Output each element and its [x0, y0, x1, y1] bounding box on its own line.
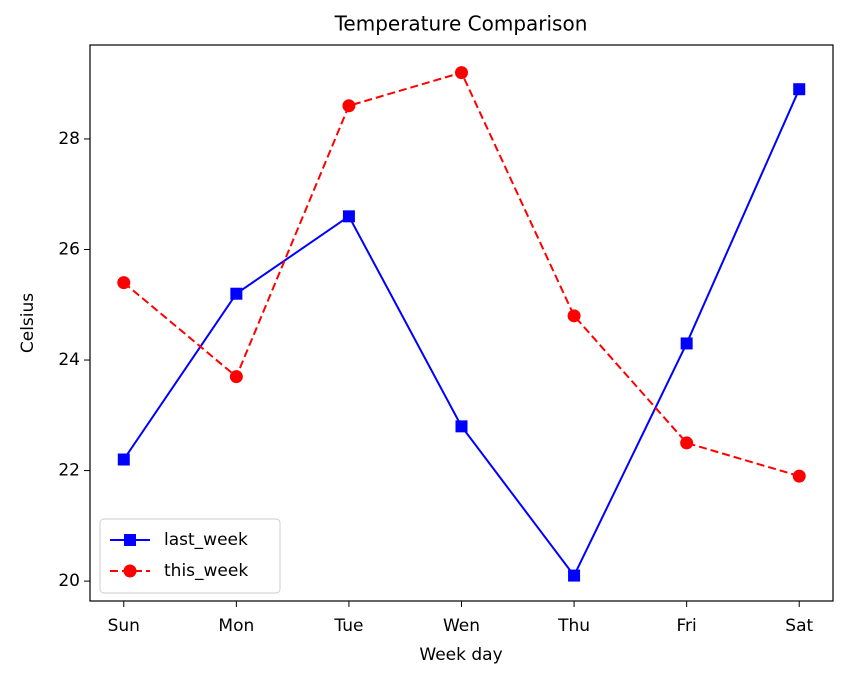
legend: last_week this_week: [99, 518, 281, 594]
x-tick-label: Thu: [557, 616, 590, 636]
legend-label: last_week: [164, 530, 248, 550]
y-tick-label: 28: [58, 129, 80, 149]
x-tick-label: Mon: [218, 616, 254, 636]
legend-marker: [124, 534, 136, 546]
marker: [455, 420, 468, 433]
marker: [680, 337, 693, 350]
x-axis-label: Week day: [419, 645, 502, 665]
y-tick-label: 26: [58, 239, 80, 259]
marker: [793, 83, 806, 96]
plot-frame: [89, 44, 834, 602]
marker: [680, 436, 694, 450]
x-tick-label: Sun: [108, 616, 140, 636]
x-tick-label: Sat: [785, 616, 813, 636]
marker: [342, 210, 355, 223]
marker: [792, 469, 806, 483]
legend-label: this_week: [164, 561, 248, 581]
y-tick-label: 22: [58, 461, 80, 481]
x-tick-label: Wen: [443, 616, 480, 636]
y-tick-label: 20: [58, 571, 80, 591]
marker: [229, 370, 243, 384]
marker: [117, 276, 131, 290]
marker: [230, 287, 243, 300]
marker: [455, 66, 468, 80]
x-tick-label: Tue: [333, 616, 363, 636]
y-axis-label: Celsius: [18, 293, 38, 353]
x-tick-label: Fri: [677, 616, 697, 636]
legend-box: [99, 518, 281, 594]
chart-title: Temperature Comparison: [334, 12, 588, 36]
marker: [117, 453, 130, 466]
y-tick-label: 24: [58, 350, 80, 370]
marker: [568, 569, 581, 582]
marker: [342, 99, 356, 113]
marker: [567, 309, 581, 323]
legend-marker: [123, 564, 137, 578]
